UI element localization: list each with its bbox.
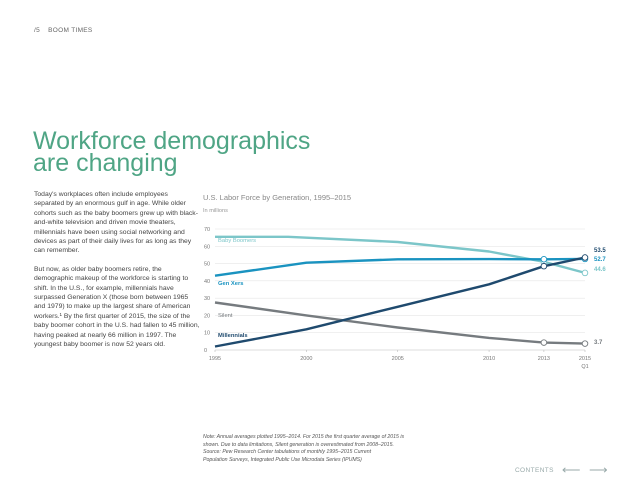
next-page-arrow-icon[interactable]: ⟶: [588, 462, 608, 477]
y-tick-label: 10: [204, 331, 210, 337]
data-point: [581, 269, 589, 277]
series-line: [214, 301, 586, 345]
y-tick-label: 50: [204, 262, 210, 268]
x-tick-label: 2015: [579, 356, 591, 362]
note-line: shown. Due to data limitations, Silent g…: [203, 441, 394, 448]
y-tick-label: 20: [204, 313, 210, 319]
end-value-label: 53.5: [594, 248, 606, 254]
note-line: Source: Pew Research Center tabulations …: [203, 449, 372, 456]
end-value-label: 44.6: [594, 267, 606, 273]
prev-page-arrow-icon[interactable]: ⟵: [561, 462, 581, 477]
x-tick-sublabel: Q1: [581, 364, 588, 370]
y-tick-label: 70: [204, 227, 210, 233]
body-paragraph: But now, as older baby boomers retire, t…: [34, 265, 200, 349]
footer-nav: CONTENTS ⟵ ⟶: [515, 462, 608, 478]
data-point: [540, 262, 548, 270]
series-label: Millennials: [218, 333, 248, 339]
page-title: Workforce demographics are changing: [33, 127, 353, 177]
page-number: /5: [34, 27, 41, 34]
series-label: Baby Boomers: [218, 238, 256, 244]
chart-title: U.S. Labor Force by Generation, 1995–201…: [203, 193, 352, 202]
y-tick-label: 30: [204, 296, 210, 302]
x-tick-label: 2000: [300, 356, 312, 362]
body-text: Today's workplaces often include employe…: [34, 190, 200, 359]
y-tick-label: 40: [204, 279, 210, 285]
end-value-label: 52.7: [594, 257, 606, 263]
x-tick-label: 2010: [483, 356, 495, 362]
data-point: [540, 339, 548, 346]
end-value-label: 3.7: [594, 340, 603, 346]
chart-note: Note: Annual averages plotted 1995–2014.…: [203, 434, 463, 464]
y-tick-label: 60: [204, 244, 210, 250]
x-tick-label: 2013: [538, 356, 550, 362]
series-line: [214, 256, 586, 348]
note-line: Population Surveys, Integrated Public Us…: [203, 456, 362, 463]
x-tick-label: 2005: [392, 356, 404, 362]
data-point: [540, 256, 548, 263]
x-tick-label: 1995: [209, 356, 221, 362]
page-header: /5 BOOM TIMES: [34, 27, 93, 34]
series-line: [214, 257, 586, 277]
chart-y-axis-label: In millions: [203, 208, 228, 214]
data-point: [581, 340, 589, 347]
page-title-line-1: Workforce demographics: [33, 127, 311, 155]
contents-link[interactable]: CONTENTS: [514, 466, 554, 474]
series-label: Silent: [218, 313, 233, 319]
note-line: Note: Annual averages plotted 1995–2014.…: [203, 434, 405, 440]
data-point: [581, 254, 589, 261]
page-title-line-2: are changing: [33, 149, 178, 177]
y-tick-label: 0: [204, 348, 207, 354]
section-title: BOOM TIMES: [48, 27, 93, 34]
series-label: Gen Xers: [218, 281, 243, 287]
body-paragraph: Today's workplaces often include employe…: [34, 191, 198, 255]
